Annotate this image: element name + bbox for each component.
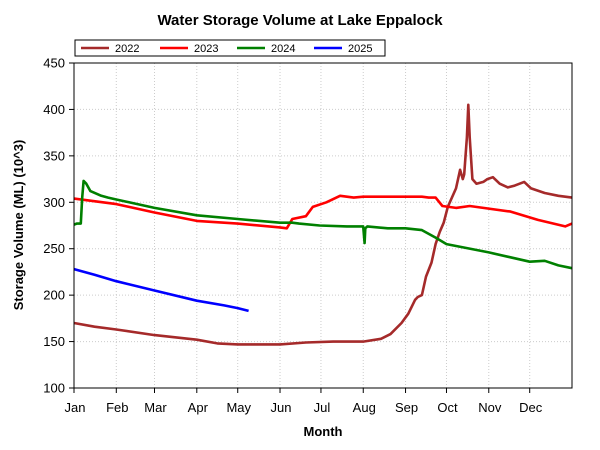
x-tick-label: Aug [353, 400, 376, 415]
series-lines [73, 103, 573, 346]
y-axis: 100 150 200 250 300 350 400 450 [43, 56, 74, 396]
x-tick-label: Oct [437, 400, 458, 415]
x-tick-label: Dec [519, 400, 543, 415]
legend-label-2024: 2024 [271, 43, 295, 55]
x-tick-label: Jun [271, 400, 292, 415]
x-tick-label: Feb [106, 400, 128, 415]
x-axis: Jan Feb Mar Apr May Jun Jul Aug Sep Oct Nov Dec [65, 388, 543, 415]
y-tick-label: 250 [43, 241, 65, 256]
y-tick-label: 300 [43, 195, 65, 210]
legend-box [74, 39, 386, 57]
y-tick-label: 450 [43, 56, 65, 71]
series-line-2022 [73, 103, 573, 346]
x-tick-label: Mar [144, 400, 167, 415]
series-line-2023 [73, 194, 573, 230]
x-tick-label: Jan [65, 400, 86, 415]
plot-frame [73, 62, 573, 389]
legend-label-2022: 2022 [115, 43, 139, 55]
grid [74, 63, 572, 388]
y-tick-label: 350 [43, 148, 65, 163]
y-axis-label: Storage Volume (ML) (10^3) [11, 140, 26, 311]
chart-title: Water Storage Volume at Lake Eppalock [157, 12, 443, 29]
y-tick-label: 400 [43, 102, 65, 117]
legend-label-2023: 2023 [194, 43, 218, 55]
y-tick-label: 200 [43, 288, 65, 303]
x-axis-label: Month [304, 424, 343, 439]
x-tick-label: Sep [395, 400, 418, 415]
legend-label-2025: 2025 [348, 43, 372, 55]
x-tick-label: Nov [478, 400, 502, 415]
x-tick-label: Apr [188, 400, 209, 415]
legend: 2022 2023 2024 2025 [74, 39, 386, 57]
x-tick-label: May [226, 400, 251, 415]
y-tick-label: 150 [43, 334, 65, 349]
series-line-2024 [73, 179, 573, 270]
series-line-2025 [73, 267, 249, 313]
x-tick-label: Jul [314, 400, 331, 415]
y-tick-label: 100 [43, 381, 65, 396]
